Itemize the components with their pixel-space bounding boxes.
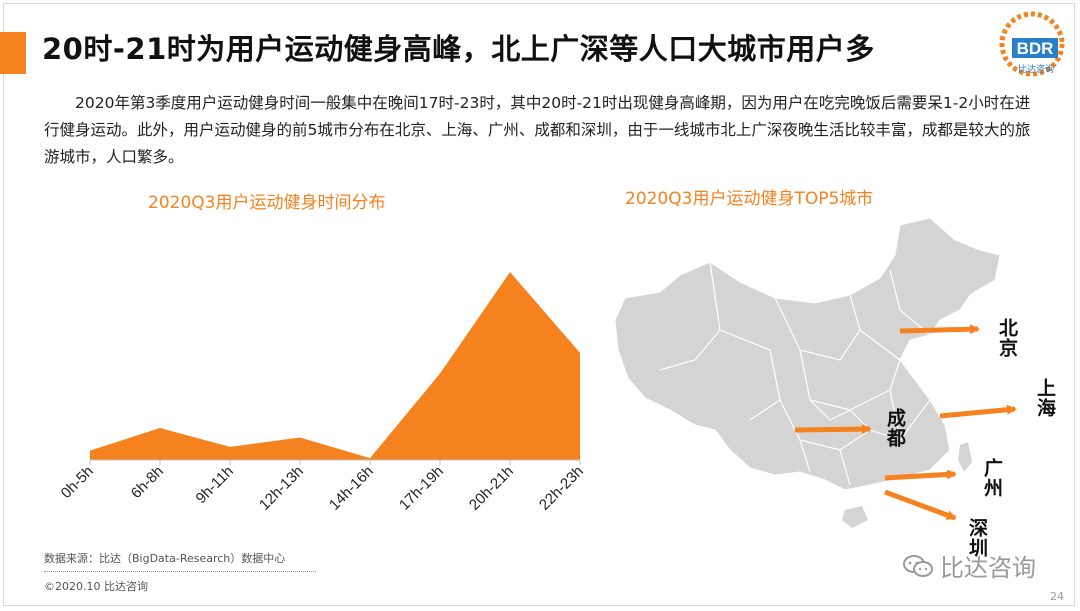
hainan-island	[842, 506, 868, 528]
x-tick-label: 14h-16h	[326, 463, 377, 514]
area-chart-title: 2020Q3用户运动健身时间分布	[148, 193, 386, 213]
x-tick-label: 17h-19h	[396, 463, 447, 514]
x-tick-label: 6h-8h	[128, 463, 167, 502]
slide-frame	[3, 3, 1075, 606]
arrow-beijing	[899, 324, 980, 335]
taiwan-island	[958, 442, 972, 472]
city-label-shanghai: 上海	[1034, 378, 1056, 418]
city-label-shenzhen: 深圳	[966, 518, 988, 558]
x-tick-label: 12h-13h	[256, 463, 307, 514]
area-series	[90, 272, 580, 460]
summary-paragraph: 2020年第3季度用户运动健身时间一般集中在晚间17时-23时，其中20时-21…	[44, 94, 1031, 166]
city-label-guangzhou: 广州	[981, 458, 1003, 498]
arrow-chengdu	[794, 424, 872, 435]
arrow-guangzhou	[884, 469, 957, 481]
logo-subtext: 比达咨询	[1018, 63, 1054, 75]
wechat-watermark: 比达咨询	[902, 548, 1036, 583]
province-borders	[659, 261, 931, 486]
bdr-logo: BDR 比达咨询	[996, 10, 1068, 82]
page-number: 24	[1050, 590, 1064, 603]
china-map	[614, 217, 1017, 528]
slide-title: 20时-21时为用户运动健身高峰，北上广深等人口大城市用户多	[42, 32, 875, 66]
workout-time-area-chart: 0h-5h 6h-8h 9h-11h 12h-13h 14h-16h 17h-19h 20h…	[58, 272, 587, 514]
x-tick-label: 0h-5h	[58, 463, 97, 502]
x-tick-label: 9h-11h	[193, 463, 237, 507]
city-label-chengdu: 成都	[884, 408, 906, 448]
x-tick-label: 20h-21h	[466, 463, 517, 514]
arrow-shanghai	[939, 404, 1017, 419]
footer-divider	[44, 571, 316, 572]
title-accent-bar	[0, 32, 26, 74]
city-arrows	[794, 324, 1017, 521]
city-label-beijing: 北京	[996, 318, 1018, 358]
logo-text: BDR	[1017, 39, 1054, 58]
x-tick-label: 22h-23h	[536, 463, 587, 514]
china-mainland-shape	[614, 217, 1001, 491]
wechat-icon	[903, 554, 933, 577]
data-source: 数据来源：比达（BigData-Research）数据中心	[44, 552, 286, 565]
arrow-shenzhen	[884, 489, 957, 521]
map-title: 2020Q3用户运动健身TOP5城市	[625, 189, 874, 209]
copyright: ©2020.10 比达咨询	[44, 580, 148, 593]
watermark-text: 比达咨询	[940, 554, 1036, 582]
